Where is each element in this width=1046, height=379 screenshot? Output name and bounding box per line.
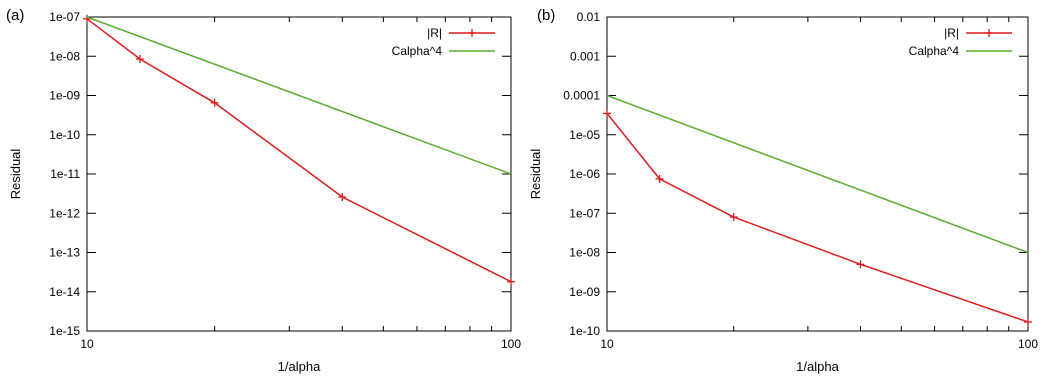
x-tick-label: 100 bbox=[1018, 337, 1038, 351]
data-point bbox=[507, 277, 515, 286]
y-tick-label: 1e-12 bbox=[49, 206, 80, 220]
y-tick-label: 0.001 bbox=[570, 49, 600, 63]
series-line-calpha4 bbox=[606, 94, 1029, 254]
y-tick-label: 1e-08 bbox=[569, 246, 600, 260]
chart-panel-a: 10 100 1e-15 1e-14 1e-13 1e-12 1e-11 1e-10 1e-09… bbox=[6, 7, 521, 374]
panel-label: (a) bbox=[6, 7, 24, 24]
data-point bbox=[655, 174, 664, 183]
legend-label: Calpha^4 bbox=[392, 44, 443, 58]
y-tick-label: 1e-08 bbox=[49, 49, 80, 63]
plot-frame bbox=[86, 16, 512, 332]
series-line-calpha4 bbox=[86, 16, 512, 175]
x-tick-label: 10 bbox=[80, 337, 94, 351]
y-axis-label: Residual bbox=[528, 149, 543, 200]
y-tick-label: 1e-10 bbox=[49, 128, 80, 142]
y-tick-label: 1e-05 bbox=[569, 128, 600, 142]
series-line-residual bbox=[606, 112, 1029, 323]
x-axis-label: 1/alpha bbox=[796, 359, 839, 374]
y-tick-label: 1e-09 bbox=[49, 89, 80, 103]
x-axis-label: 1/alpha bbox=[278, 359, 321, 374]
panel-label: (b) bbox=[537, 7, 555, 24]
y-tick-label: 1e-11 bbox=[50, 167, 80, 181]
data-point bbox=[1024, 317, 1032, 326]
y-tick-label: 1e-13 bbox=[49, 246, 80, 260]
data-point bbox=[729, 213, 738, 222]
y-tick-label: 1e-15 bbox=[49, 324, 80, 338]
data-point bbox=[603, 109, 611, 118]
chart-panel-b: 10 100 1e-10 1e-09 1e-08 1e-07 1e-06 1e-05 0.000… bbox=[528, 7, 1038, 374]
y-tick-label: 0.0001 bbox=[563, 89, 600, 103]
y-tick-label: 1e-07 bbox=[569, 206, 600, 220]
data-point bbox=[338, 192, 347, 201]
y-tick-label: 1e-10 bbox=[569, 324, 600, 338]
y-axis-label: Residual bbox=[8, 149, 23, 200]
y-tick-label: 1e-14 bbox=[49, 285, 80, 299]
legend-label: |R| bbox=[944, 26, 959, 40]
y-tick-label: 1e-09 bbox=[569, 285, 600, 299]
x-tick-label: 100 bbox=[501, 337, 521, 351]
x-tick-label: 10 bbox=[600, 337, 614, 351]
data-point bbox=[135, 55, 144, 64]
data-point bbox=[210, 98, 219, 107]
y-tick-label: 0.01 bbox=[577, 10, 601, 24]
legend-label: |R| bbox=[427, 26, 442, 40]
data-point bbox=[83, 14, 91, 23]
y-tick-label: 1e-06 bbox=[569, 167, 600, 181]
legend-label: Calpha^4 bbox=[909, 44, 960, 58]
data-point bbox=[856, 260, 865, 269]
y-tick-label: 1e-07 bbox=[49, 10, 80, 24]
